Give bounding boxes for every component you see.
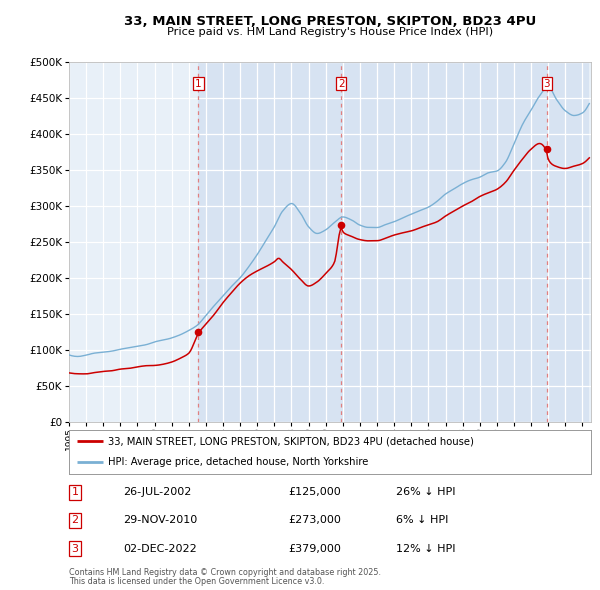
Text: 3: 3 xyxy=(71,544,79,553)
Text: 1: 1 xyxy=(71,487,79,497)
Text: 6% ↓ HPI: 6% ↓ HPI xyxy=(396,516,448,525)
Text: 26% ↓ HPI: 26% ↓ HPI xyxy=(396,487,455,497)
Text: HPI: Average price, detached house, North Yorkshire: HPI: Average price, detached house, Nort… xyxy=(108,457,368,467)
Text: Price paid vs. HM Land Registry's House Price Index (HPI): Price paid vs. HM Land Registry's House … xyxy=(167,27,493,37)
Text: 1: 1 xyxy=(195,78,202,88)
Text: Contains HM Land Registry data © Crown copyright and database right 2025.: Contains HM Land Registry data © Crown c… xyxy=(69,568,381,577)
Text: 29-NOV-2010: 29-NOV-2010 xyxy=(123,516,197,525)
Text: This data is licensed under the Open Government Licence v3.0.: This data is licensed under the Open Gov… xyxy=(69,578,325,586)
Text: 2: 2 xyxy=(338,78,344,88)
Bar xyxy=(547,62,589,422)
Text: £273,000: £273,000 xyxy=(288,516,341,525)
Bar xyxy=(199,62,341,422)
Text: £125,000: £125,000 xyxy=(288,487,341,497)
Text: 02-DEC-2022: 02-DEC-2022 xyxy=(123,544,197,553)
Text: 3: 3 xyxy=(544,78,550,88)
Text: 33, MAIN STREET, LONG PRESTON, SKIPTON, BD23 4PU: 33, MAIN STREET, LONG PRESTON, SKIPTON, … xyxy=(124,15,536,28)
Text: 2: 2 xyxy=(71,516,79,525)
Text: 33, MAIN STREET, LONG PRESTON, SKIPTON, BD23 4PU (detached house): 33, MAIN STREET, LONG PRESTON, SKIPTON, … xyxy=(108,437,474,447)
Bar xyxy=(341,62,547,422)
Text: £379,000: £379,000 xyxy=(288,544,341,553)
Text: 12% ↓ HPI: 12% ↓ HPI xyxy=(396,544,455,553)
Text: 26-JUL-2002: 26-JUL-2002 xyxy=(123,487,191,497)
